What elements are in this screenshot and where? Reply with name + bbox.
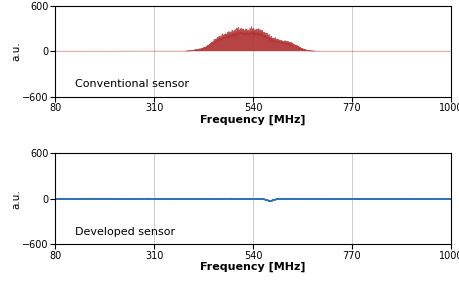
Text: Conventional sensor: Conventional sensor — [75, 80, 189, 89]
Y-axis label: a.u.: a.u. — [11, 41, 21, 61]
X-axis label: Frequency [MHz]: Frequency [MHz] — [200, 262, 305, 272]
Y-axis label: a.u.: a.u. — [11, 189, 21, 209]
X-axis label: Frequency [MHz]: Frequency [MHz] — [200, 114, 305, 125]
Text: Developed sensor: Developed sensor — [75, 227, 175, 237]
